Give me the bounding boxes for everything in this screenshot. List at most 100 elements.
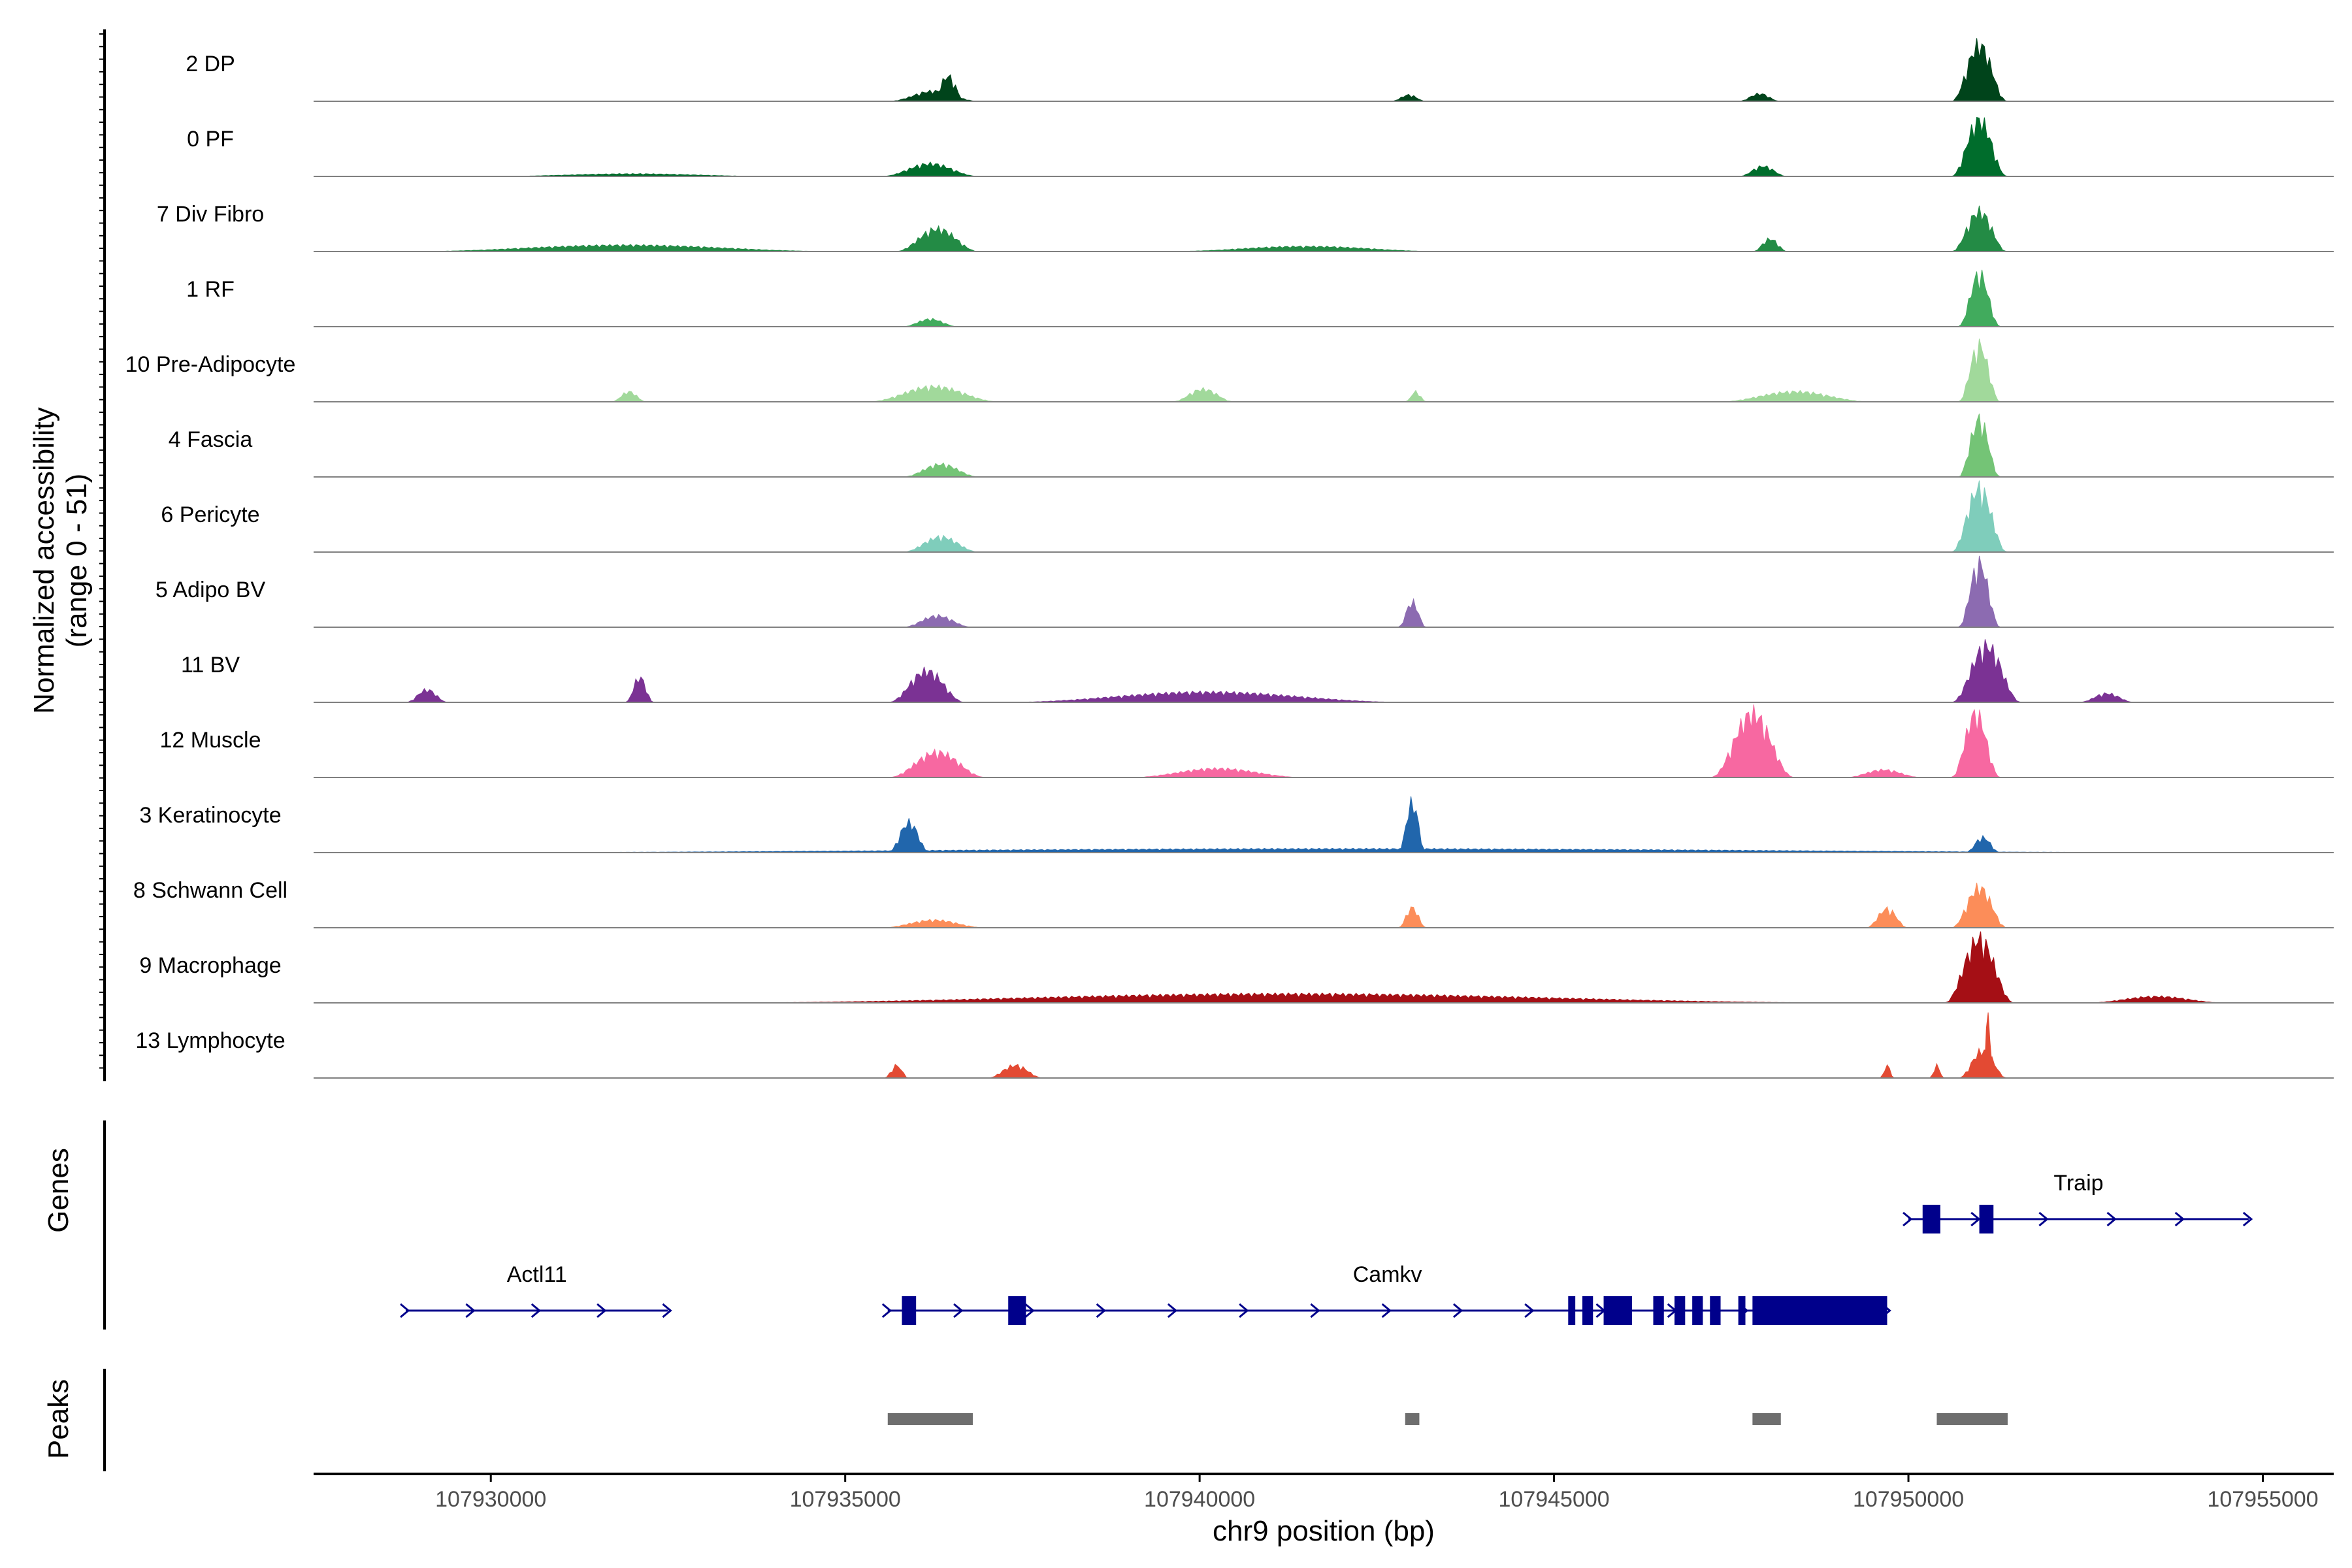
coverage-peak [1957, 269, 2002, 327]
strand-arrow [1167, 1303, 1178, 1318]
gene-name: Traip [2053, 1171, 2103, 1196]
coverage-peak [1171, 387, 1235, 402]
track-10: 3 Keratinocyte [139, 796, 2334, 853]
track-label: 5 Adipo BV [155, 578, 266, 602]
coverage-peak [2078, 692, 2136, 703]
strand-arrow [531, 1303, 542, 1318]
track-label: 10 Pre-Adipocyte [125, 352, 296, 377]
coverage-peak [1738, 165, 1788, 177]
strand-arrow [881, 1303, 892, 1318]
track-label: 1 RF [186, 277, 235, 302]
axes: 107930000 107935000 107940000 107945000 1079… [99, 29, 2334, 1512]
exon [1568, 1296, 1576, 1325]
strand-arrow [596, 1303, 607, 1318]
track-label: 12 Muscle [160, 728, 261, 753]
coverage-peak [406, 244, 845, 252]
exon [902, 1296, 917, 1325]
coverage-peak [1951, 639, 2022, 703]
peak-track [887, 1413, 2008, 1425]
coverage-peak [1752, 237, 1788, 252]
coverage-peak [1738, 92, 1781, 102]
coverage-peak [611, 391, 647, 402]
track-label: 3 Keratinocyte [139, 803, 281, 828]
peak-region [1936, 1413, 2008, 1425]
peak-region [1752, 1413, 1781, 1425]
coverage-peak [1944, 931, 2015, 1004]
strand-arrow [1239, 1303, 1249, 1318]
track-2: 7 Div Fibro [157, 202, 2334, 252]
coverage-peak [880, 161, 980, 177]
track-3: 1 RF [186, 269, 2334, 327]
coverage-peak [1710, 704, 1795, 778]
coverage-peak [987, 1064, 1044, 1079]
coverage-peak [930, 74, 966, 102]
peak-region [887, 1413, 973, 1425]
exon [1008, 1296, 1026, 1325]
strand-arrow [953, 1303, 964, 1318]
exon [1752, 1296, 1887, 1325]
coverage-peak [1965, 834, 2001, 853]
coverage-peak [1957, 338, 2001, 402]
track-label: 4 Fascia [169, 427, 253, 452]
coverage-peak [887, 666, 966, 703]
strand-arrow [1524, 1303, 1535, 1318]
x-tick-label: 107950000 [1853, 1487, 1964, 1512]
coverage-peak [419, 847, 2263, 853]
peaks-panel-label: Peaks [42, 1379, 74, 1459]
coverage-peak [902, 534, 980, 553]
track-label: 0 PF [187, 127, 234, 152]
track-label: 2 DP [186, 52, 235, 76]
strand-arrow [1381, 1303, 1392, 1318]
coverage-peak [1164, 245, 1448, 252]
genes-panel-label: Genes [42, 1148, 74, 1233]
coverage-peak [1397, 598, 1427, 628]
gene-actl11: Actl11 [400, 1262, 672, 1318]
coverage-peak [1128, 766, 1306, 778]
track-label: 9 Macrophage [139, 953, 281, 978]
strand-arrow [2038, 1211, 2049, 1227]
track-9: 12 Muscle [160, 704, 2334, 778]
exon [1922, 1205, 1940, 1233]
coverage-peak [405, 688, 449, 703]
coverage-peak [1391, 93, 1427, 102]
strand-arrow [1024, 1303, 1035, 1318]
track-7: 5 Adipo BV [155, 555, 2334, 628]
gene-camkv: Camkv [881, 1262, 1891, 1325]
x-tick-label: 107930000 [435, 1487, 546, 1512]
x-tick-label: 107945000 [1499, 1487, 1610, 1512]
coverage-peak [1950, 709, 2001, 778]
coverage-peak [1957, 1047, 2008, 1079]
exon [1674, 1296, 1686, 1325]
strand-arrow [465, 1303, 476, 1318]
coverage-peak [902, 462, 980, 478]
exon [1582, 1296, 1593, 1325]
coverage-peak [1865, 906, 1909, 928]
exon [1979, 1205, 1994, 1233]
track-1: 0 PF [187, 116, 2334, 177]
track-label: 8 Schwann Cell [133, 878, 287, 903]
track-label: 6 Pericyte [161, 502, 259, 527]
strand-arrow [2242, 1211, 2253, 1227]
exon [1603, 1296, 1632, 1325]
coverage-peak [1397, 906, 1427, 928]
coverage-peak [1844, 768, 1923, 778]
coverage-peak [866, 384, 1002, 402]
gene-name: Camkv [1353, 1262, 1422, 1287]
coverage-peak [884, 1064, 909, 1079]
x-tick-label: 107940000 [1144, 1487, 1255, 1512]
strand-arrow [2106, 1211, 2117, 1227]
y-axis-title-line2: (range 0 - 51) [61, 474, 93, 648]
coverage-peak [880, 919, 987, 928]
exon [1692, 1296, 1703, 1325]
coverage-peak [1950, 480, 2008, 553]
coverage-peak [1950, 116, 2008, 177]
coverage-peak [1879, 1064, 1895, 1079]
track-13: 13 Lymphocyte [135, 1012, 2334, 1079]
coverage-peak [624, 676, 655, 703]
track-label: 11 BV [181, 653, 240, 678]
strand-arrow [1096, 1303, 1106, 1318]
x-tick-label: 107955000 [2207, 1487, 2318, 1512]
coverage-peak [2085, 995, 2228, 1004]
coverage-peak [1001, 690, 1413, 703]
x-axis-title: chr9 position (bp) [1213, 1515, 1435, 1547]
